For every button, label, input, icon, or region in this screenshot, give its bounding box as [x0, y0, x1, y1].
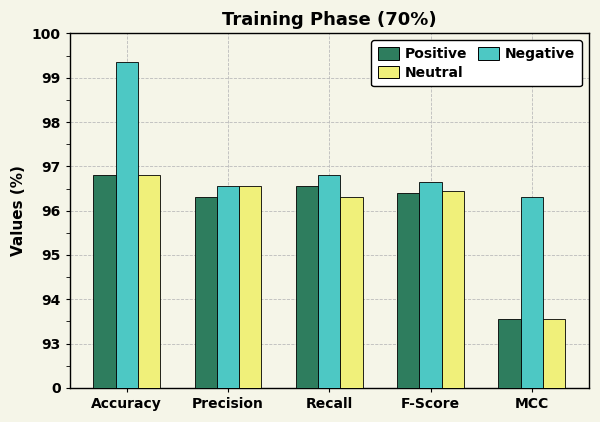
- Bar: [543, 319, 565, 388]
- Bar: [93, 175, 116, 388]
- Bar: [194, 197, 217, 388]
- Title: Training Phase (70%): Training Phase (70%): [222, 11, 437, 29]
- Bar: [217, 186, 239, 388]
- Bar: [138, 175, 160, 388]
- Bar: [318, 175, 340, 388]
- Bar: [397, 193, 419, 388]
- Bar: [116, 62, 138, 388]
- Bar: [340, 197, 363, 388]
- Bar: [419, 182, 442, 388]
- Bar: [521, 197, 543, 388]
- Bar: [296, 186, 318, 388]
- Bar: [499, 319, 521, 388]
- Bar: [239, 186, 262, 388]
- Bar: [442, 191, 464, 388]
- Y-axis label: Values (%): Values (%): [11, 165, 26, 256]
- Legend: Positive, Neutral, Negative: Positive, Neutral, Negative: [371, 41, 582, 87]
